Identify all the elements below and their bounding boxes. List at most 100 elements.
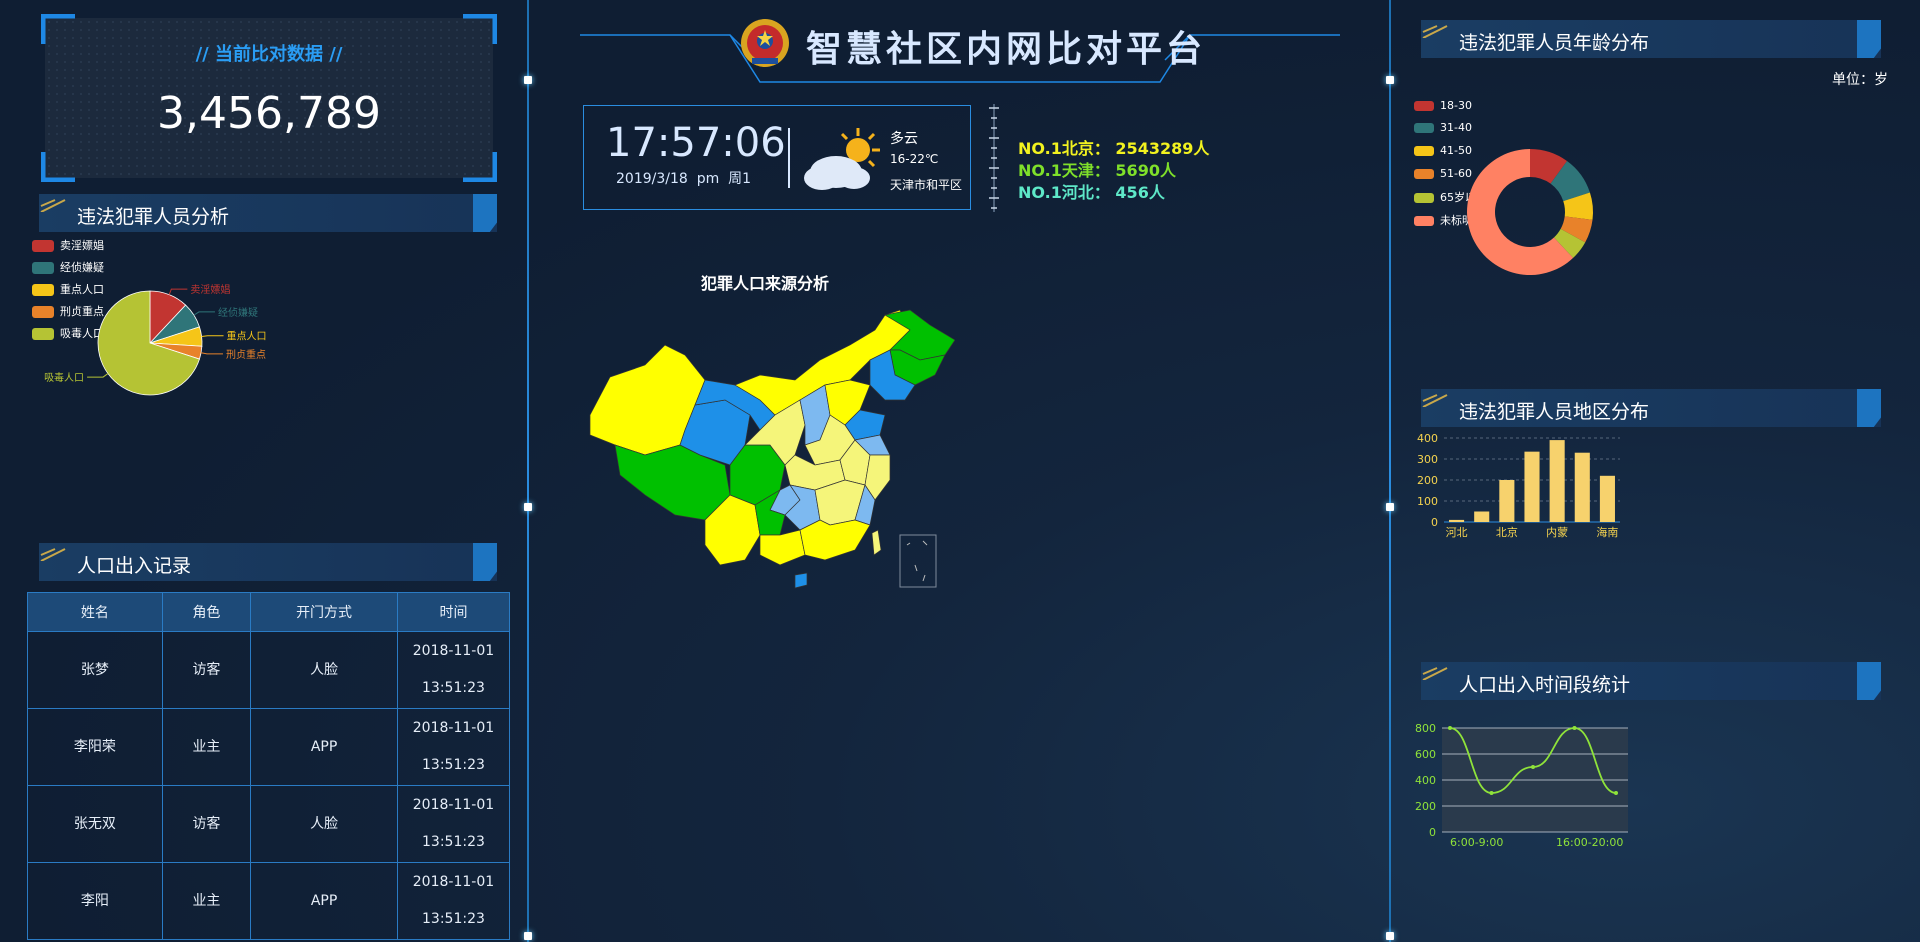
legend-label: 卖淫嫖娼 bbox=[60, 239, 104, 252]
left-divider bbox=[527, 0, 529, 942]
header-tab bbox=[1857, 389, 1881, 427]
legend-item[interactable]: 卖淫嫖娼 bbox=[32, 237, 104, 253]
panel-corner-brackets bbox=[41, 14, 497, 182]
legend-item[interactable]: 吸毒人口 bbox=[32, 325, 104, 341]
data-point bbox=[1531, 765, 1535, 769]
legend-label: 31-40 bbox=[1440, 121, 1472, 134]
cell-date: 2018-11-01 bbox=[412, 720, 495, 736]
cell-time: 2018-11-01 13:51:23 bbox=[396, 785, 511, 863]
clock-ampm: pm bbox=[696, 171, 720, 187]
time-line-chart: 800 600 400 200 0 6:00-9:00 16:00-20:00 bbox=[1415, 722, 1628, 849]
cell-method: APP bbox=[250, 862, 398, 940]
weather-temp: 16-22℃ bbox=[890, 152, 939, 166]
table-row[interactable]: 李阳荣 业主 APP 2018-11-01 13:51:23 bbox=[27, 708, 511, 786]
header-tab bbox=[1857, 20, 1881, 58]
legend-item[interactable]: 18-30 bbox=[1414, 99, 1472, 112]
bar bbox=[1499, 480, 1515, 522]
y-tick-label: 0 bbox=[1431, 516, 1438, 529]
pie-label: 刑贞重点 bbox=[226, 348, 266, 361]
bar bbox=[1524, 451, 1540, 522]
section-header-age-dist: 违法犯罪人员年龄分布 bbox=[1421, 20, 1881, 58]
cell-method: 人脸 bbox=[250, 631, 398, 709]
table-row[interactable]: 张梦 访客 人脸 2018-11-01 13:51:23 bbox=[27, 631, 511, 709]
header-tab bbox=[473, 543, 497, 581]
legend-label: 41-50 bbox=[1440, 144, 1472, 157]
y-tick-label: 200 bbox=[1415, 800, 1436, 813]
column-header: 角色 bbox=[161, 592, 252, 632]
access-records-table: 姓名 角色 开门方式 时间 张梦 访客 人脸 2018-11-01 13:51:2… bbox=[27, 592, 511, 940]
current-data-panel: // 当前比对数据 // 3,456,789 bbox=[41, 14, 497, 182]
legend-label: 吸毒人口 bbox=[60, 327, 104, 340]
page-title: 智慧社区内网比对平台 bbox=[806, 29, 1207, 70]
cell-clock: 13:51:23 bbox=[422, 834, 485, 850]
legend-swatch bbox=[1414, 216, 1434, 226]
legend-item[interactable]: 41-50 bbox=[1414, 144, 1472, 157]
table-row[interactable]: 张无双 访客 人脸 2018-11-01 13:51:23 bbox=[27, 785, 511, 863]
legend-label: 刑贞重点 bbox=[60, 305, 104, 318]
section-header-crime-analysis: 违法犯罪人员分析 bbox=[39, 194, 497, 232]
divider-node bbox=[524, 76, 532, 84]
cell-clock: 13:51:23 bbox=[422, 757, 485, 773]
y-tick-label: 100 bbox=[1417, 495, 1438, 508]
legend-label: 重点人口 bbox=[60, 283, 104, 296]
pie-label-line bbox=[168, 288, 188, 295]
legend-item[interactable]: 经侦嫌疑 bbox=[32, 259, 104, 275]
bar bbox=[1599, 475, 1615, 522]
legend-item[interactable]: 31-40 bbox=[1414, 121, 1472, 134]
data-point bbox=[1489, 791, 1494, 795]
donut-slice bbox=[1467, 149, 1574, 275]
ruler-decoration bbox=[989, 104, 999, 212]
cell-time: 2018-11-01 13:51:23 bbox=[396, 862, 511, 940]
cell-role: 业主 bbox=[161, 862, 252, 940]
column-header: 开门方式 bbox=[250, 592, 398, 632]
ranking-item: NO.1天津： 5690人 bbox=[1018, 161, 1176, 180]
pie-slice bbox=[97, 290, 200, 396]
south-china-sea-inset bbox=[899, 534, 937, 588]
legend-item[interactable]: 刑贞重点 bbox=[32, 303, 104, 319]
legend-label: 未标明 bbox=[1440, 214, 1473, 227]
bar bbox=[1449, 519, 1465, 522]
clock-separator bbox=[788, 128, 790, 188]
age-donut-chart bbox=[1467, 149, 1593, 275]
weather-condition: 多云 bbox=[890, 131, 918, 147]
legend-swatch bbox=[32, 306, 54, 318]
y-tick-label: 800 bbox=[1415, 722, 1436, 735]
clock-weekday: 周1 bbox=[728, 171, 752, 187]
legend-swatch bbox=[1414, 123, 1434, 133]
donut-slice bbox=[1553, 228, 1586, 258]
legend-label: 18-30 bbox=[1440, 99, 1472, 112]
section-title: 人口出入时间段统计 bbox=[1459, 674, 1631, 696]
donut-slice bbox=[1563, 192, 1593, 220]
donut-slice bbox=[1550, 161, 1590, 202]
region-bar-chart: 400 300 200 100 0 河北 北京 内蒙 海南 bbox=[1417, 432, 1620, 539]
section-title: 违法犯罪人员年龄分布 bbox=[1459, 32, 1650, 54]
clock-date: 2019/3/18 bbox=[616, 171, 688, 187]
legend-item[interactable]: 重点人口 bbox=[32, 281, 104, 297]
legend-swatch bbox=[32, 262, 54, 274]
legend-item[interactable]: 51-60 bbox=[1414, 167, 1472, 180]
cell-role: 业主 bbox=[161, 708, 252, 786]
pie-label: 吸毒人口 bbox=[44, 371, 84, 384]
map-region-guangdong bbox=[799, 519, 871, 561]
cell-role: 访客 bbox=[161, 785, 252, 863]
section-header-region-dist: 违法犯罪人员地区分布 bbox=[1421, 389, 1881, 427]
pie-label-line bbox=[87, 373, 109, 378]
legend-swatch bbox=[1414, 193, 1434, 203]
x-tick-label: 海南 bbox=[1596, 525, 1618, 539]
map-title: 犯罪人口来源分析 bbox=[701, 274, 830, 293]
table-row[interactable]: 李阳 业主 APP 2018-11-01 13:51:23 bbox=[27, 862, 511, 940]
ranking-item: NO.1北京： 2543289人 bbox=[1018, 139, 1210, 158]
x-tick-label: 16:00-20:00 bbox=[1556, 836, 1623, 849]
y-tick-label: 400 bbox=[1415, 774, 1436, 787]
china-map[interactable] bbox=[585, 305, 955, 595]
legend-label: 51-60 bbox=[1440, 167, 1472, 180]
clock-weather-panel: 17:57:06 2019/3/18 pm 周1 多云 16-22℃ 天津市和平… bbox=[583, 105, 971, 210]
column-header: 姓名 bbox=[27, 592, 163, 632]
cell-role: 访客 bbox=[161, 631, 252, 709]
legend-item[interactable]: 未标明 bbox=[1414, 212, 1473, 228]
legend-swatch bbox=[32, 328, 54, 340]
weather-location: 天津市和平区 bbox=[890, 178, 963, 192]
x-tick-label: 河北 bbox=[1446, 526, 1468, 539]
clock-time: 17:57:06 bbox=[606, 120, 786, 166]
donut-slice bbox=[1560, 216, 1593, 243]
